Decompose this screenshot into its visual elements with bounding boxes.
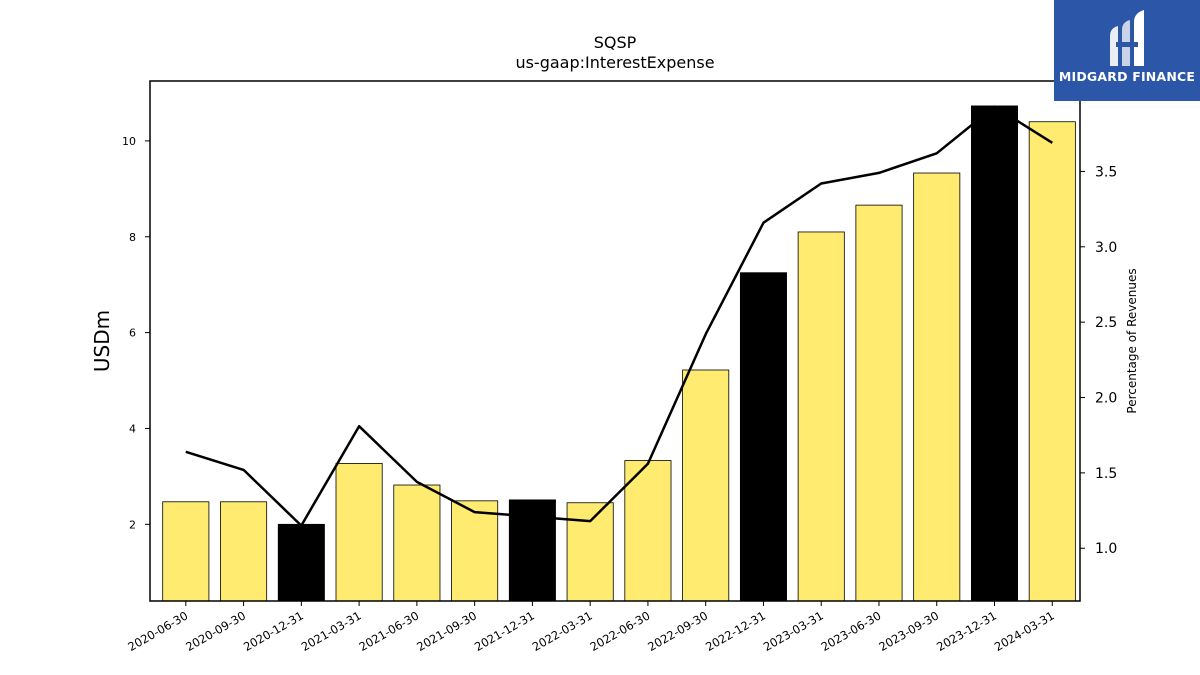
y-tick-label: 6 (129, 327, 136, 340)
plot-frame (149, 80, 1081, 602)
y2-tick-label: 2.5 (1095, 315, 1117, 331)
line-group (185, 105, 1053, 527)
x-tick-label: 2022-09-30 (645, 608, 710, 654)
x-axis: 2020-06-302020-09-302020-12-312021-03-31… (125, 601, 1057, 654)
left-axis: 2 4 6 8 10 (122, 135, 150, 531)
y2-tick-label: 1.0 (1095, 541, 1117, 557)
bar-2024-03-31 (1028, 121, 1076, 602)
y-axis-label: USDm (90, 310, 114, 372)
x-tick-label: 2022-12-31 (703, 608, 768, 654)
bar-2022-09-30 (682, 369, 730, 602)
y2-axis-label: Percentage of Revenues (1125, 268, 1139, 413)
x-tick-label: 2021-06-30 (356, 608, 421, 654)
bar-2021-06-30 (393, 484, 441, 602)
bar-2021-03-31 (335, 463, 383, 602)
y2-tick-label: 3.0 (1095, 240, 1117, 256)
revenue-percentage-line (185, 105, 1053, 527)
bar-2020-12-31 (277, 523, 325, 602)
logo: MIDGARD FINANCE (1054, 0, 1200, 101)
chart-title: SQSP (594, 33, 637, 52)
bar-2023-09-30 (913, 172, 961, 602)
bar-2023-06-30 (855, 204, 903, 602)
bar-2020-09-30 (220, 501, 268, 602)
chart-subtitle: us-gaap:InterestExpense (515, 53, 714, 72)
bars-group (162, 105, 1076, 602)
logo-text: MIDGARD FINANCE (1058, 69, 1196, 84)
y2-tick-label: 2.0 (1095, 391, 1117, 407)
bar-2023-12-31 (971, 105, 1019, 602)
x-tick-label: 2021-09-30 (414, 608, 479, 654)
bar-2022-06-30 (624, 460, 672, 602)
bar-2022-03-31 (566, 502, 614, 602)
x-tick-label: 2023-12-31 (934, 608, 999, 654)
y-tick-label: 4 (129, 422, 136, 435)
x-tick-label: 2020-12-31 (241, 608, 306, 654)
bar-2021-09-30 (451, 500, 499, 602)
bar-2020-06-30 (162, 501, 210, 602)
logo-mark-icon (1110, 10, 1144, 66)
bar-2022-12-31 (739, 272, 787, 602)
right-axis: 1.0 1.5 2.0 2.5 3.0 3.5 (1080, 164, 1117, 557)
x-tick-label: 2020-06-30 (125, 608, 190, 654)
x-tick-label: 2022-03-31 (530, 608, 595, 654)
x-tick-label: 2021-03-31 (299, 608, 364, 654)
y-tick-label: 10 (122, 135, 136, 148)
x-tick-label: 2023-03-31 (761, 608, 826, 654)
x-tick-label: 2024-03-31 (992, 608, 1057, 654)
x-tick-label: 2023-06-30 (819, 608, 884, 654)
y2-tick-label: 1.5 (1095, 466, 1117, 482)
x-tick-label: 2020-09-30 (183, 608, 248, 654)
x-tick-label: 2022-06-30 (588, 608, 653, 654)
x-tick-label: 2023-09-30 (876, 608, 941, 654)
y2-tick-label: 3.5 (1095, 164, 1117, 180)
y-tick-label: 2 (129, 518, 136, 531)
y-tick-label: 8 (129, 231, 136, 244)
bar-2023-03-31 (797, 231, 845, 602)
x-tick-label: 2021-12-31 (472, 608, 537, 654)
